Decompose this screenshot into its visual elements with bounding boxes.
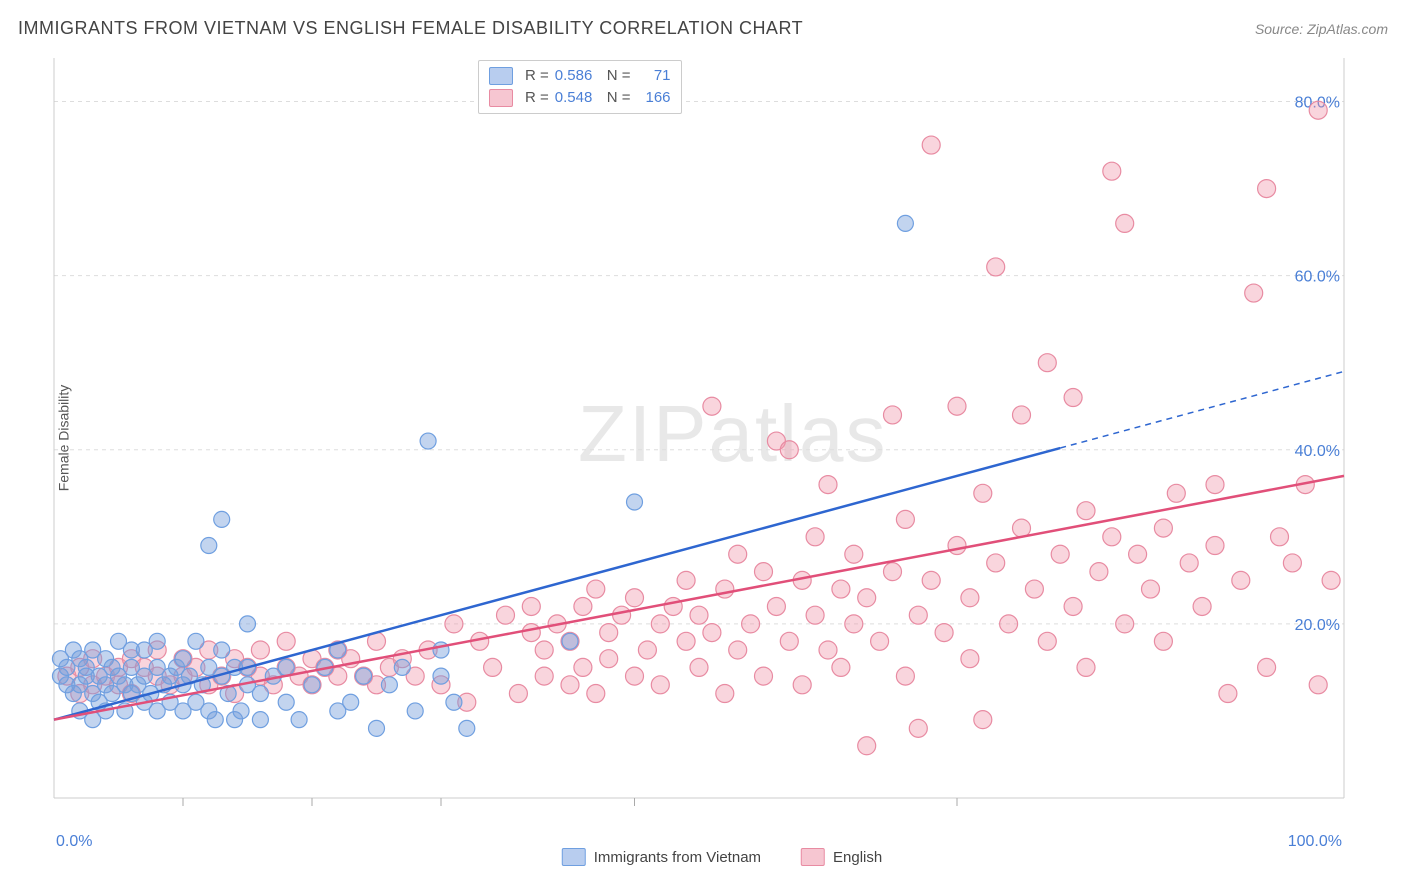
plot-area: Female Disability ZIPatlas 20.0%40.0%60.… [48, 58, 1396, 818]
chart-header: IMMIGRANTS FROM VIETNAM VS ENGLISH FEMAL… [18, 18, 1388, 39]
legend-swatch [489, 67, 513, 85]
x-axis-legend: Immigrants from Vietnam English [562, 848, 882, 866]
r-label: R = [525, 65, 549, 87]
n-label: N = [607, 87, 631, 109]
source-attr: Source: ZipAtlas.com [1255, 21, 1388, 37]
chart-title: IMMIGRANTS FROM VIETNAM VS ENGLISH FEMAL… [18, 18, 803, 39]
x-legend-item: English [801, 848, 882, 866]
svg-text:20.0%: 20.0% [1295, 617, 1340, 634]
svg-text:100.0%: 100.0% [1288, 833, 1342, 850]
r-label: R = [525, 87, 549, 109]
legend-swatch [562, 848, 586, 866]
n-label: N = [607, 65, 631, 87]
svg-text:60.0%: 60.0% [1295, 269, 1340, 286]
r-value: 0.548 [555, 87, 595, 109]
x-legend-item: Immigrants from Vietnam [562, 848, 761, 866]
x-legend-label: English [833, 849, 882, 866]
legend-swatch [801, 848, 825, 866]
n-value: 71 [637, 65, 671, 87]
svg-text:0.0%: 0.0% [56, 833, 92, 850]
x-legend-label: Immigrants from Vietnam [594, 849, 761, 866]
source-prefix: Source: [1255, 21, 1307, 37]
n-value: 166 [637, 87, 671, 109]
legend-row: R = 0.586 N = 71 [489, 65, 671, 87]
stats-legend: R = 0.586 N = 71 R = 0.548 N = 166 [478, 60, 682, 114]
scatter-svg: 20.0%40.0%60.0%80.0%0.0%100.0% [54, 58, 1344, 798]
source-name: ZipAtlas.com [1307, 21, 1388, 37]
svg-text:40.0%: 40.0% [1295, 443, 1340, 460]
legend-row: R = 0.548 N = 166 [489, 87, 671, 109]
legend-swatch [489, 89, 513, 107]
r-value: 0.586 [555, 65, 595, 87]
